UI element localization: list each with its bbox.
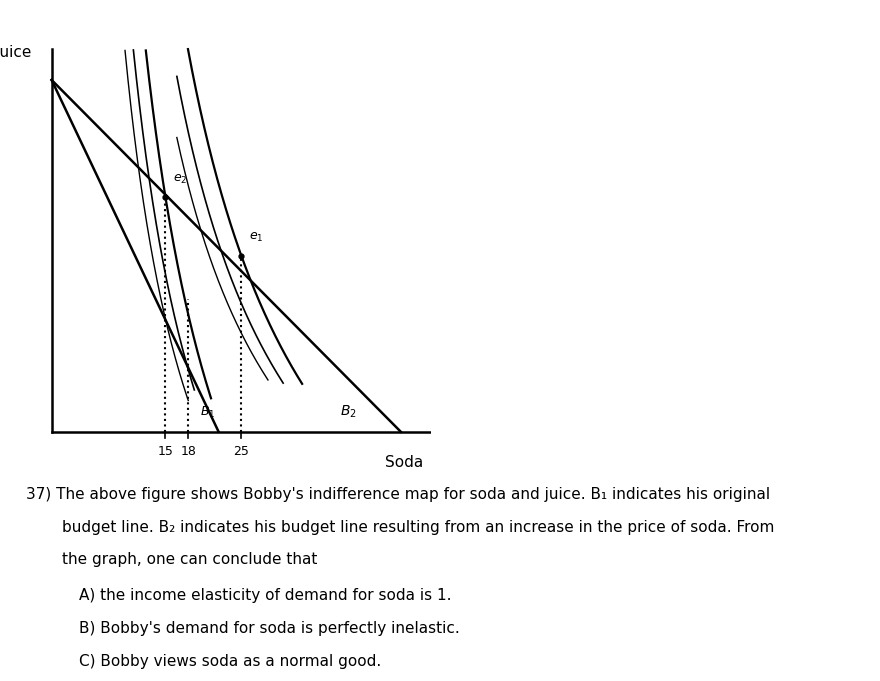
Text: 15: 15 (158, 445, 173, 458)
Text: $e_2$: $e_2$ (173, 172, 187, 185)
Text: $e_1$: $e_1$ (249, 231, 263, 244)
Text: the graph, one can conclude that: the graph, one can conclude that (62, 552, 317, 567)
Text: A) the income elasticity of demand for soda is 1.: A) the income elasticity of demand for s… (79, 588, 451, 603)
Text: 25: 25 (233, 445, 249, 458)
Text: budget line. B₂ indicates his budget line resulting from an increase in the pric: budget line. B₂ indicates his budget lin… (62, 520, 774, 535)
Text: 18: 18 (180, 445, 196, 458)
Text: C) Bobby views soda as a normal good.: C) Bobby views soda as a normal good. (79, 654, 381, 669)
Text: B) Bobby's demand for soda is perfectly inelastic.: B) Bobby's demand for soda is perfectly … (79, 621, 460, 636)
Text: Soda: Soda (385, 456, 423, 471)
Text: 37) The above figure shows Bobby's indifference map for soda and juice. B₁ indic: 37) The above figure shows Bobby's indif… (26, 487, 771, 502)
Text: Juice: Juice (0, 45, 33, 60)
Text: $B_2$: $B_2$ (340, 404, 356, 420)
Text: $B_1$: $B_1$ (200, 405, 215, 420)
